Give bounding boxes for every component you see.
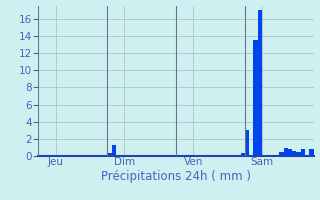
Bar	[245, 130, 249, 156]
X-axis label: Précipitations 24h ( mm ): Précipitations 24h ( mm )	[101, 170, 251, 183]
Bar	[288, 149, 292, 156]
Bar	[258, 10, 262, 156]
Bar	[309, 149, 314, 156]
Bar	[279, 152, 284, 156]
Bar	[111, 145, 116, 156]
Bar	[241, 153, 245, 156]
Bar	[301, 149, 305, 156]
Bar	[284, 148, 288, 156]
Bar	[292, 151, 296, 156]
Bar	[107, 153, 111, 156]
Bar	[253, 40, 258, 156]
Bar	[296, 152, 301, 156]
